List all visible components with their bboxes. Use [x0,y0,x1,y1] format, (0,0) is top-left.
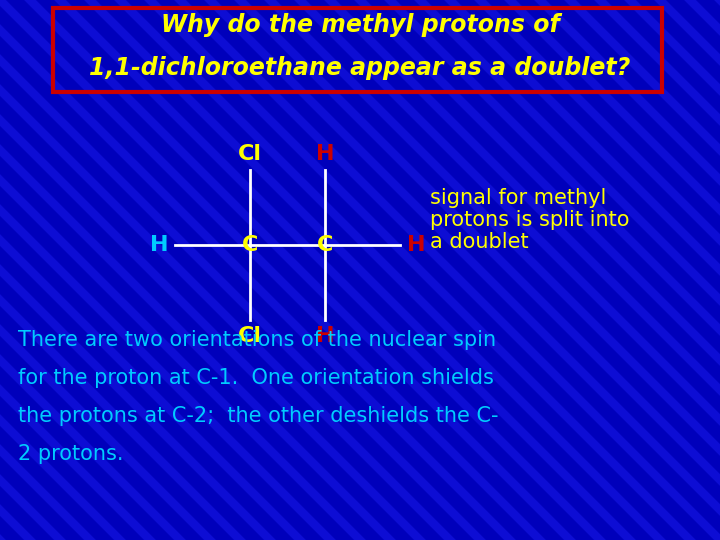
Text: Why do the methyl protons of: Why do the methyl protons of [161,13,559,37]
Text: C: C [317,235,333,255]
Text: protons is split into: protons is split into [430,210,629,230]
Text: H: H [316,144,334,164]
Text: 2 protons.: 2 protons. [18,444,124,464]
Text: H: H [150,235,168,255]
Text: H: H [316,326,334,346]
Text: Cl: Cl [238,144,262,164]
Text: H: H [407,235,426,255]
Text: signal for methyl: signal for methyl [430,188,606,208]
Text: There are two orientations of the nuclear spin: There are two orientations of the nuclea… [18,330,496,350]
Text: a doublet: a doublet [430,232,528,252]
Text: for the proton at C-1.  One orientation shields: for the proton at C-1. One orientation s… [18,368,494,388]
Text: C: C [242,235,258,255]
Text: 1,1-dichloroethane appear as a doublet?: 1,1-dichloroethane appear as a doublet? [89,56,631,80]
Text: Cl: Cl [238,326,262,346]
Text: the protons at C-2;  the other deshields the C-: the protons at C-2; the other deshields … [18,406,498,426]
